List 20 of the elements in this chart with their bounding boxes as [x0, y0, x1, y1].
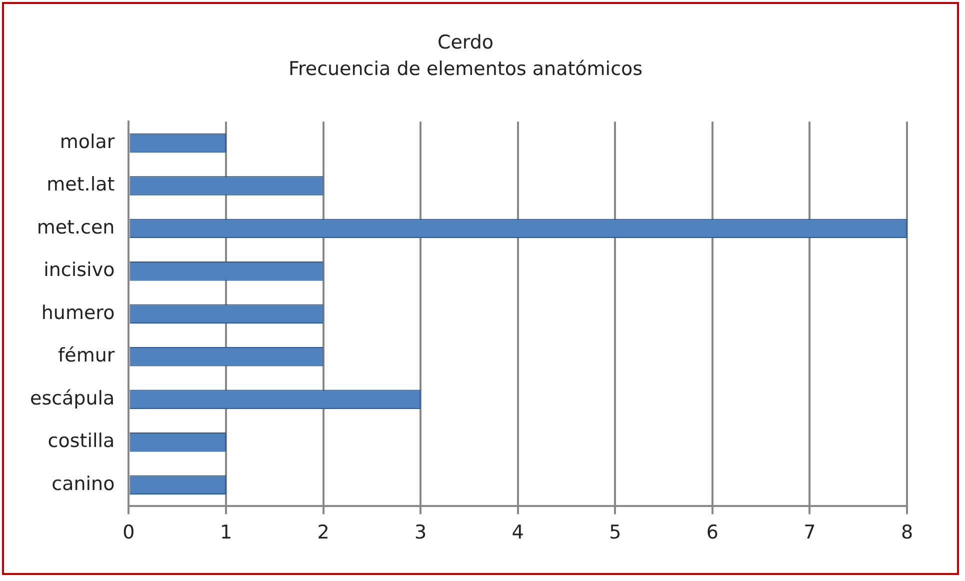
x-tick-label: 7 [804, 522, 816, 544]
x-tick-label: 3 [414, 522, 427, 544]
x-tick-label: 5 [609, 522, 622, 544]
y-tick-label: fémur [58, 344, 115, 367]
x-tick-label: 1 [220, 522, 232, 544]
x-tick-label: 0 [122, 522, 135, 544]
y-tick-label: escápula [30, 387, 115, 410]
y-tick-label: humero [41, 302, 115, 324]
y-tick-label: met.cen [36, 216, 115, 238]
chart-subtitle: Frecuencia de elementos anatómicos [288, 58, 643, 80]
x-tick-label: 6 [706, 522, 718, 544]
x-tick-label: 8 [900, 522, 914, 544]
y-tick-label: incisivo [44, 259, 115, 282]
y-tick-label: canino [52, 472, 115, 495]
chart-title: Cerdo [437, 31, 494, 54]
y-tick-label: molar [60, 130, 115, 153]
y-tick-label: met.lat [46, 174, 115, 196]
x-tick-label: 4 [512, 522, 524, 544]
x-tick-label: 2 [317, 522, 330, 544]
y-tick-label: costilla [48, 430, 115, 452]
